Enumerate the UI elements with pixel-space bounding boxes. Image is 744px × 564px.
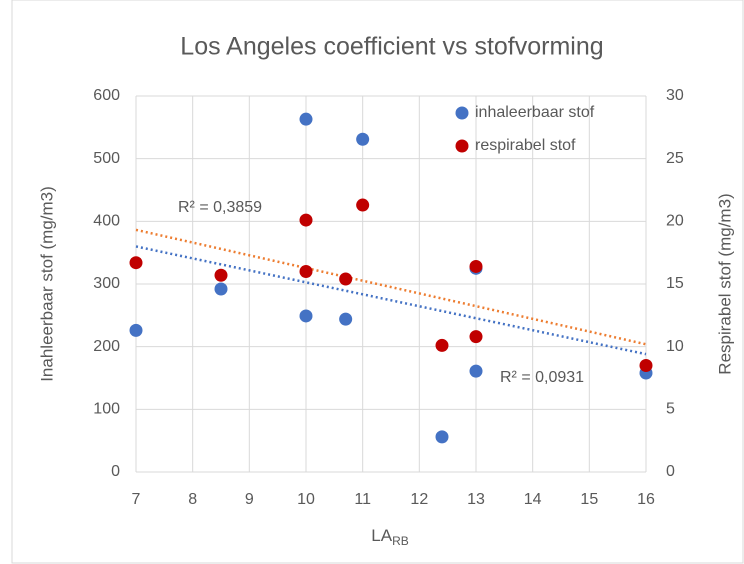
y2-tick-label: 0 [666, 463, 675, 480]
y2-axis-title: Respirabel stof (mg/m3) [715, 193, 734, 374]
legend-label: inhaleerbaar stof [475, 104, 595, 121]
point [356, 198, 370, 212]
y2-tick-label: 25 [666, 150, 684, 167]
trendline [135, 245, 647, 356]
chart-frame [11, 0, 744, 564]
y2-tick-label: 20 [666, 213, 684, 230]
x-tick-label: 8 [188, 491, 197, 508]
x-tick-label: 10 [297, 491, 315, 508]
point [214, 282, 228, 296]
x-tick-label: 15 [580, 491, 598, 508]
y2-tick-label: 10 [666, 338, 684, 355]
r2-label: R² = 0,3859 [178, 199, 262, 216]
x-axis-title-main: LA [371, 526, 392, 545]
point [299, 309, 313, 323]
x-tick-label: 11 [354, 491, 371, 508]
x-axis-title: LARB [371, 526, 408, 548]
y2-tick-label: 30 [666, 87, 684, 104]
point [435, 338, 449, 352]
y2-tick-label: 15 [666, 275, 684, 292]
point [356, 132, 370, 146]
point [469, 330, 483, 344]
r2-label: R² = 0,0931 [500, 369, 584, 386]
legend-marker [455, 106, 469, 120]
point [299, 213, 313, 227]
x-tick-label: 13 [467, 491, 485, 508]
x-tick-label: 14 [524, 491, 542, 508]
trendline [135, 228, 647, 346]
x-tick-label: 9 [245, 491, 254, 508]
x-tick-label: 16 [637, 491, 655, 508]
y-tick-label: 600 [93, 87, 120, 104]
chart-title: Los Angeles coefficient vs stofvorming [180, 33, 603, 61]
y-tick-label: 100 [93, 401, 120, 418]
point [435, 430, 449, 444]
point [639, 358, 653, 372]
y-tick-label: 500 [93, 150, 120, 167]
point [339, 312, 353, 326]
point [469, 259, 483, 273]
y-tick-label: 200 [93, 338, 120, 355]
point [299, 264, 313, 278]
y-axis-title: Inahleerbaar stof (mg/m3) [37, 186, 56, 382]
legend-marker [455, 139, 469, 153]
y-tick-label: 300 [93, 275, 120, 292]
x-tick-label: 7 [132, 491, 141, 508]
point [339, 272, 353, 286]
y-tick-label: 0 [111, 463, 120, 480]
point [129, 323, 143, 337]
y-tick-label: 400 [93, 213, 120, 230]
x-axis-title-sub: RB [392, 534, 409, 548]
point [299, 112, 313, 126]
y2-tick-label: 5 [666, 401, 675, 418]
point [469, 364, 483, 378]
legend-label: respirabel stof [475, 137, 576, 154]
point [129, 256, 143, 270]
x-tick-label: 12 [410, 491, 428, 508]
point [214, 268, 228, 282]
